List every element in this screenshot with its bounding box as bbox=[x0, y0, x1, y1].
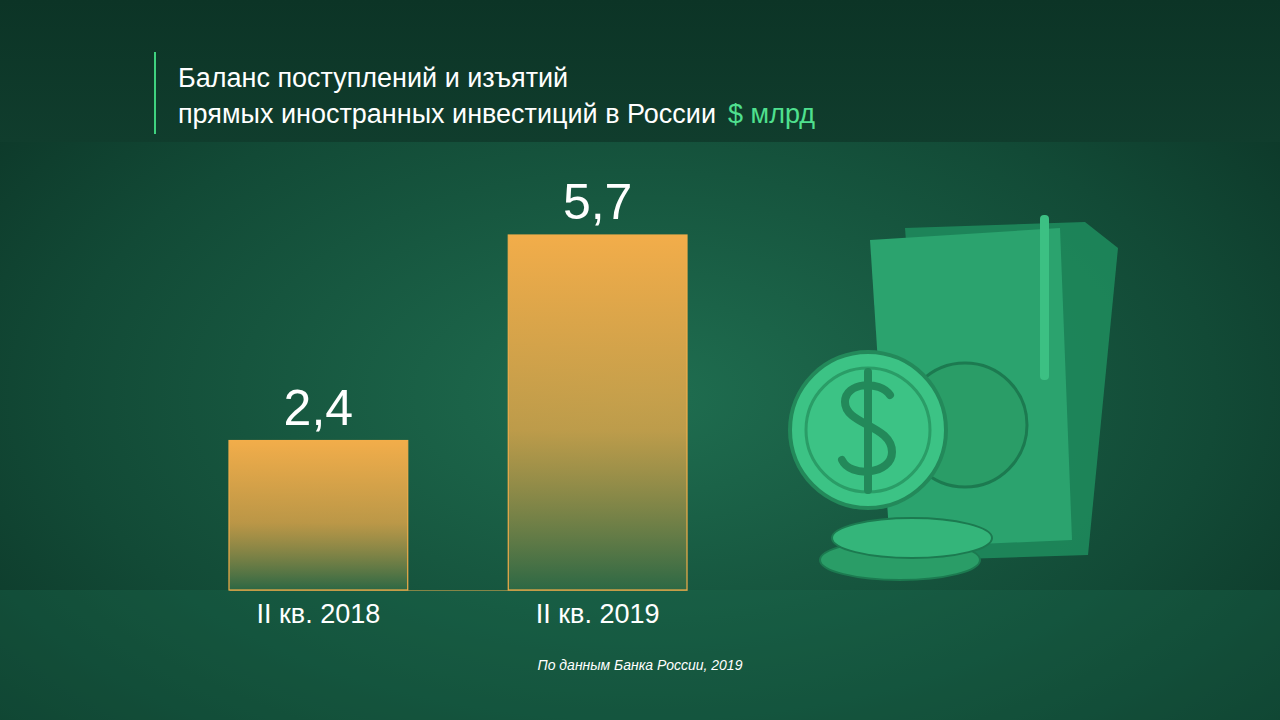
data-label: 5,7 bbox=[563, 174, 633, 230]
floor bbox=[0, 590, 1280, 720]
x-tick-label: II кв. 2018 bbox=[256, 599, 380, 629]
coin-front bbox=[790, 352, 946, 508]
title-line: прямых иностранных инвестиций в России bbox=[178, 99, 716, 129]
chart-svg: Баланс поступлений и изъятий прямых иност… bbox=[0, 0, 1280, 720]
pen bbox=[1040, 215, 1049, 380]
x-tick: II кв. 2018 bbox=[256, 590, 380, 629]
coin-symbol bbox=[842, 372, 892, 490]
x-tick-label: II кв. 2019 bbox=[536, 599, 660, 629]
bar bbox=[229, 441, 408, 590]
coin-flat bbox=[832, 518, 992, 558]
data-labels: 2,4 5,7 bbox=[284, 174, 633, 436]
chart-container: Баланс поступлений и изъятий прямых иност… bbox=[0, 0, 1280, 720]
x-axis: II кв. 2018 II кв. 2019 bbox=[230, 590, 688, 629]
background bbox=[0, 0, 1280, 720]
title: Баланс поступлений и изъятий прямых иност… bbox=[178, 63, 716, 129]
header-band bbox=[0, 0, 1280, 142]
bars bbox=[229, 235, 687, 590]
coin-rim bbox=[806, 368, 930, 492]
title-accent bbox=[154, 52, 156, 134]
data-label: 2,4 bbox=[284, 380, 354, 436]
title-line: Баланс поступлений и изъятий bbox=[178, 63, 568, 93]
x-axis-line bbox=[230, 590, 688, 591]
x-tick: II кв. 2019 bbox=[536, 590, 660, 629]
annotation: По данным Банка России, 2019 bbox=[538, 657, 743, 673]
subtitle: $ млрд bbox=[728, 99, 815, 129]
bar bbox=[508, 235, 687, 590]
money-icon bbox=[790, 215, 1118, 580]
